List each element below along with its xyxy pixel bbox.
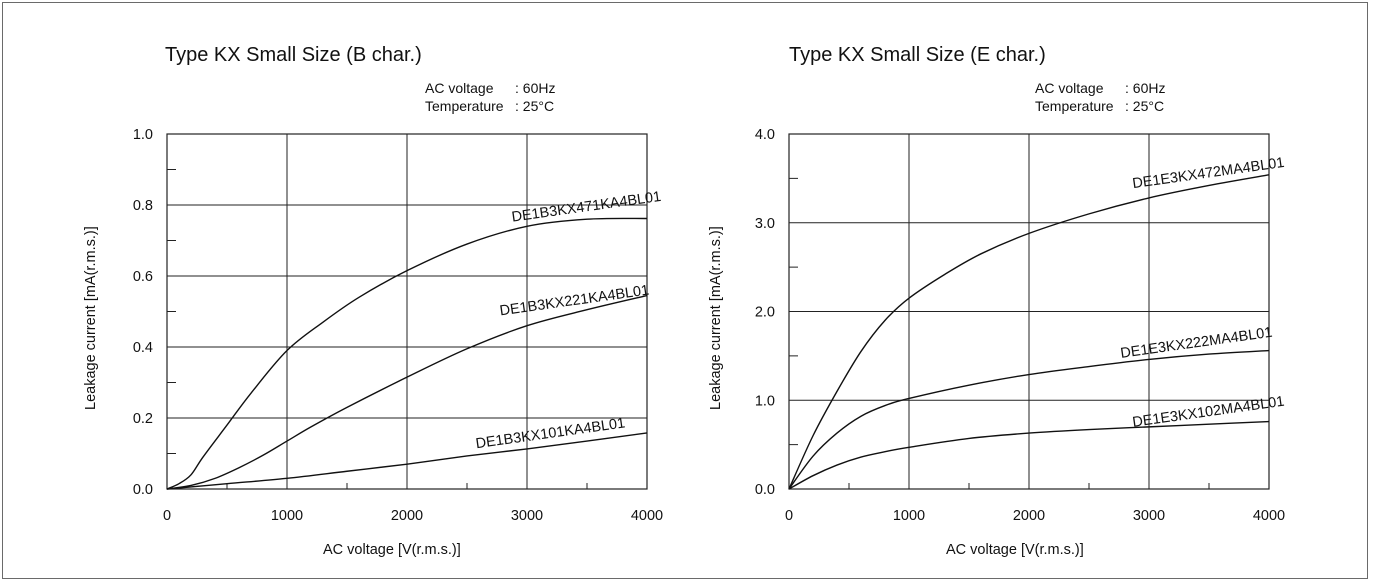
y-tick-label: 0.8 xyxy=(133,198,153,214)
x-axis-label: AC voltage [V(r.m.s.)] xyxy=(946,542,1084,558)
condition-temperature: Temperature : 25°C xyxy=(425,97,554,115)
x-tick-label: 4000 xyxy=(1253,508,1285,524)
series-label: DE1E3KX222MA4BL01 xyxy=(1119,325,1273,362)
y-axis-label: Leakage current [mA(r.m.s.)] xyxy=(83,226,99,410)
x-tick-label: 1000 xyxy=(893,508,925,524)
condition-ac-voltage: AC voltage : 60Hz xyxy=(425,79,555,97)
series-line xyxy=(166,294,648,490)
x-tick-label: 2000 xyxy=(391,508,423,524)
condition-label: Temperature xyxy=(425,98,504,114)
y-tick-label: 3.0 xyxy=(755,216,775,232)
series-label: DE1E3KX472MA4BL01 xyxy=(1131,155,1285,192)
y-tick-label: 0.0 xyxy=(133,482,153,498)
condition-value: : 60Hz xyxy=(1125,80,1166,96)
series-label: DE1B3KX101KA4BL01 xyxy=(475,415,627,452)
x-tick-label: 4000 xyxy=(631,508,663,524)
x-tick-label: 2000 xyxy=(1013,508,1045,524)
x-tick-label: 1000 xyxy=(271,508,303,524)
y-tick-label: 0.0 xyxy=(755,482,775,498)
x-tick-label: 0 xyxy=(163,508,171,524)
x-tick-label: 3000 xyxy=(511,508,543,524)
y-tick-label: 0.4 xyxy=(133,340,153,356)
series-line xyxy=(788,349,1270,490)
condition-label: AC voltage xyxy=(1035,80,1104,96)
series-label: DE1B3KX221KA4BL01 xyxy=(499,283,651,320)
series-line xyxy=(788,420,1270,490)
y-tick-label: 2.0 xyxy=(755,305,775,321)
y-axis-label: Leakage current [mA(r.m.s.)] xyxy=(708,226,724,410)
condition-value: : 25°C xyxy=(515,98,555,114)
series-line xyxy=(166,217,648,490)
x-tick-label: 3000 xyxy=(1133,508,1165,524)
plot-svg: 0 1000 2000 3000 4000 0.0 1.0 2.0 3.0 4.0 DE1E3KX4… xyxy=(755,127,1286,524)
series-line xyxy=(788,174,1270,490)
condition-label: Temperature xyxy=(1035,98,1114,114)
y-tick-label: 4.0 xyxy=(755,127,775,143)
y-tick-label: 0.6 xyxy=(133,269,153,285)
x-tick-label: 0 xyxy=(785,508,793,524)
chart-title: Type KX Small Size (E char.) xyxy=(789,44,1046,66)
series-line xyxy=(166,432,648,490)
condition-temperature: Temperature : 25°C xyxy=(1035,97,1164,115)
series-label: DE1E3KX102MA4BL01 xyxy=(1131,394,1285,431)
plot-svg: 0 1000 2000 3000 4000 0.0 0.2 0.4 0.6 0.8 1.0 DE1B3… xyxy=(133,127,663,524)
chart-b-char: Type KX Small Size (B char.) AC voltage:… xyxy=(83,44,663,558)
x-axis-label: AC voltage [V(r.m.s.)] xyxy=(323,542,461,558)
condition-ac-voltage: AC voltage : 60Hz xyxy=(1035,79,1165,97)
series-label: DE1B3KX471KA4BL01 xyxy=(511,189,663,226)
chart-title: Type KX Small Size (B char.) xyxy=(165,44,422,66)
chart-e-char: Type KX Small Size (E char.) AC voltage:… xyxy=(687,0,1374,583)
y-tick-label: 0.2 xyxy=(133,411,153,427)
condition-value: : 25°C xyxy=(1125,98,1165,114)
condition-label: AC voltage xyxy=(425,80,494,96)
plot-border xyxy=(788,133,1270,490)
y-tick-label: 1.0 xyxy=(755,393,775,409)
y-tick-label: 1.0 xyxy=(133,127,153,143)
condition-value: : 60Hz xyxy=(515,80,556,96)
